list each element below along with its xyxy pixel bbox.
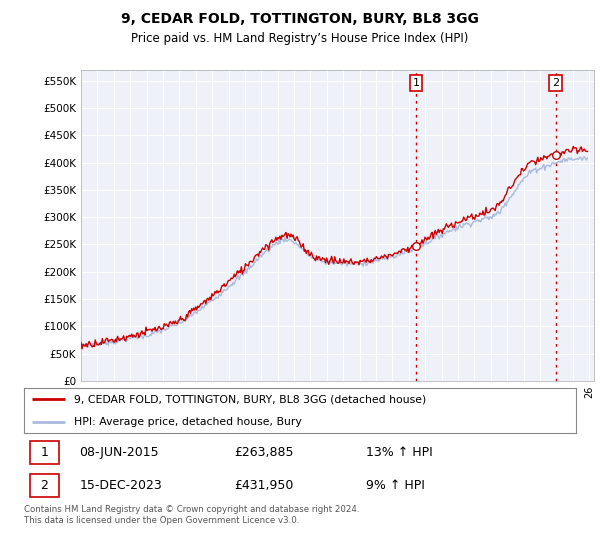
Text: 1: 1 — [413, 78, 419, 88]
Text: 2: 2 — [552, 78, 559, 88]
Text: 15-DEC-2023: 15-DEC-2023 — [79, 479, 162, 492]
Text: Price paid vs. HM Land Registry’s House Price Index (HPI): Price paid vs. HM Land Registry’s House … — [131, 32, 469, 45]
Text: 13% ↑ HPI: 13% ↑ HPI — [366, 446, 433, 459]
Point — [411, 241, 421, 250]
FancyBboxPatch shape — [29, 474, 59, 497]
Text: Contains HM Land Registry data © Crown copyright and database right 2024.
This d: Contains HM Land Registry data © Crown c… — [24, 505, 359, 525]
Text: 9, CEDAR FOLD, TOTTINGTON, BURY, BL8 3GG (detached house): 9, CEDAR FOLD, TOTTINGTON, BURY, BL8 3GG… — [74, 394, 426, 404]
Text: 9, CEDAR FOLD, TOTTINGTON, BURY, BL8 3GG: 9, CEDAR FOLD, TOTTINGTON, BURY, BL8 3GG — [121, 12, 479, 26]
Text: 08-JUN-2015: 08-JUN-2015 — [79, 446, 159, 459]
Text: £263,885: £263,885 — [234, 446, 293, 459]
Text: £431,950: £431,950 — [234, 479, 293, 492]
Point — [551, 150, 560, 159]
Text: 2: 2 — [40, 479, 48, 492]
FancyBboxPatch shape — [29, 441, 59, 464]
Text: HPI: Average price, detached house, Bury: HPI: Average price, detached house, Bury — [74, 417, 301, 427]
Text: 9% ↑ HPI: 9% ↑ HPI — [366, 479, 425, 492]
Text: 1: 1 — [40, 446, 48, 459]
